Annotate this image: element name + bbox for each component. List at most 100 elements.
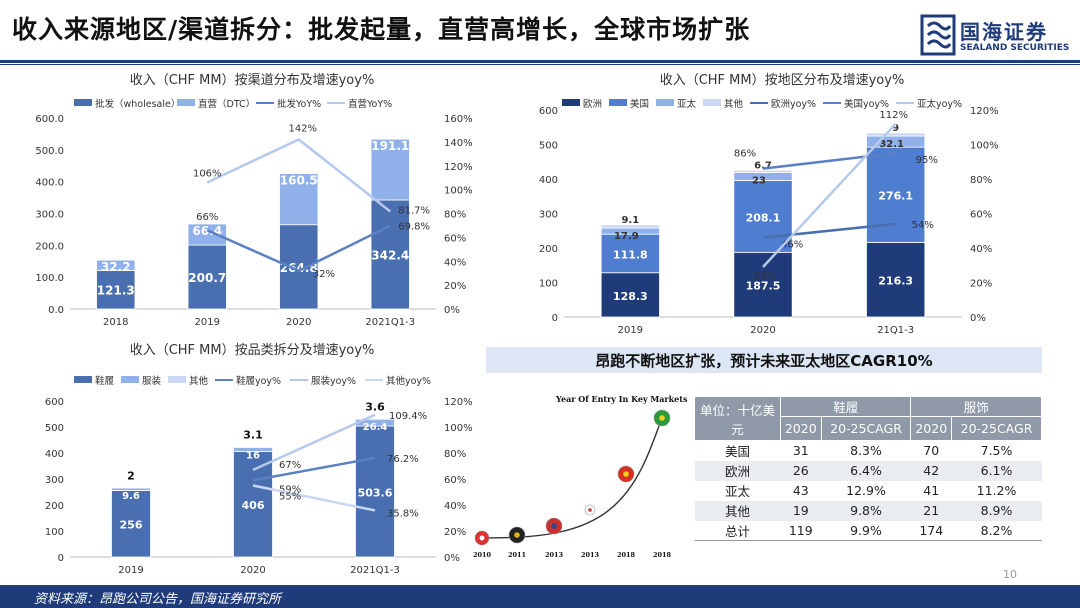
legend-label: 美国yoy% — [844, 98, 889, 110]
y2-tick-label: 60% — [444, 475, 466, 486]
table-cell: 7.5% — [980, 443, 1013, 459]
table-cell: 42 — [910, 460, 952, 481]
bar-data-label: 23 — [752, 176, 766, 187]
y-tick-label: 200 — [539, 244, 558, 255]
table-cell: 21 — [910, 500, 952, 521]
bar-data-label: 16 — [246, 450, 260, 461]
category-chart: 收入（CHF MM）按品类拆分及增速yoy% 鞋履 服装 其他 鞋履yoy% 服装yoy%… — [45, 343, 473, 576]
x-tick-label: 2020 — [750, 325, 775, 336]
bar-segment — [600, 272, 660, 318]
y2-tick-label: 160% — [444, 114, 473, 125]
x-tick-label: 2019 — [118, 565, 143, 576]
x-tick-label: 2011 — [508, 551, 526, 559]
series-line — [252, 484, 376, 512]
bar-data-label: 200.7 — [188, 271, 226, 285]
line-data-label: 109.4% — [389, 411, 427, 422]
y-tick-label: 300.0 — [35, 210, 64, 221]
table-cell-region: 美国 — [724, 444, 750, 460]
y-tick-label: 200 — [45, 501, 64, 512]
bar-data-label: 32.2 — [101, 260, 131, 274]
table-col-header: 20-25CAGR — [951, 416, 1042, 441]
y2-tick-label: 0% — [970, 313, 986, 324]
legend-label: 亚太yoy% — [917, 98, 962, 110]
table-col-header: 20-25CAGR — [820, 416, 912, 441]
y-tick-label: 400 — [539, 175, 558, 186]
china-flag-icon — [617, 465, 635, 483]
y2-tick-label: 100% — [444, 423, 473, 434]
table-cell-region: 亚太 — [724, 484, 750, 499]
legend-label: 鞋履 — [95, 375, 115, 387]
line-data-label: 95% — [916, 155, 938, 166]
y-tick-label: 100 — [539, 279, 558, 290]
y-tick-label: 0 — [552, 313, 558, 324]
y2-tick-label: 20% — [970, 279, 992, 290]
bar-data-label: 17.9 — [614, 231, 639, 242]
table-cell: 70 — [923, 443, 940, 459]
legend-swatch — [562, 99, 580, 106]
table-cell: 31 — [792, 443, 809, 459]
x-tick-label: 2020 — [240, 565, 265, 576]
line-data-label: 106% — [193, 168, 222, 179]
bar-data-label: 121.3 — [97, 284, 135, 298]
market-size-table: 单位：十亿美元 鞋履 服饰 2020 20-25CAGR 2020 20-25C… — [694, 396, 1042, 541]
footer-source: 资料来源：昂跑公司公告，国海证券研究所 — [34, 592, 282, 607]
x-tick-label: 2010 — [473, 551, 492, 559]
table-row: 总计 119 9.9% 174 8.2% — [694, 520, 1042, 541]
bar-data-label: 128.3 — [613, 290, 648, 303]
y2-tick-label: 80% — [970, 175, 992, 186]
table-cell: 11.2% — [976, 483, 1017, 498]
y-tick-label: 600 — [45, 397, 64, 408]
legend-label: 直营YoY% — [348, 98, 392, 110]
series-line — [252, 413, 376, 472]
x-tick-label: 2013 — [545, 551, 564, 559]
page-title: 收入来源地区/渠道拆分：批发起量，直营高增长，全球市场扩张 — [12, 15, 751, 44]
y2-tick-label: 140% — [444, 138, 473, 149]
table-cell: 119 — [780, 520, 822, 541]
y2-tick-label: 0% — [444, 553, 460, 564]
legend-label: 其他 — [724, 98, 744, 110]
bar-segment — [355, 425, 395, 558]
bar-data-label: 406 — [242, 499, 265, 512]
y2-tick-label: 120% — [444, 397, 473, 408]
y2-tick-label: 40% — [444, 257, 466, 268]
y2-tick-label: 80% — [444, 210, 466, 221]
market-entry-chart: 2010 2011 2013 2013 2018 2018 — [473, 409, 672, 559]
bar-segment — [187, 244, 227, 310]
bar-data-label: 264.8 — [280, 261, 318, 275]
legend-label: 其他yoy% — [386, 375, 431, 387]
line-data-label: 29% — [754, 271, 776, 282]
line-data-label: 66% — [196, 212, 218, 223]
header-rule-thin — [0, 64, 1080, 65]
table-cell: 43 — [792, 483, 809, 498]
line-data-label: 69.8% — [398, 222, 430, 233]
legend-swatch — [168, 376, 186, 383]
y-tick-label: 200.0 — [35, 241, 64, 252]
bar-data-label: 191.1 — [371, 139, 409, 153]
bar-data-label: 256 — [120, 519, 143, 532]
usa-flag-icon — [545, 517, 563, 535]
table-cell: 6.4% — [821, 460, 911, 481]
channel-chart: 收入（CHF MM）按渠道分布及增速yoy% 批发（wholesale） 直营（DT… — [35, 73, 473, 328]
table-cell: 26 — [780, 460, 822, 481]
line-data-label: 54% — [912, 220, 934, 231]
table-row: 欧洲 26 6.4% 42 6.1% — [694, 460, 1042, 481]
line-data-label: 35.8% — [387, 508, 419, 519]
x-tick-label: 21Q1-3 — [877, 325, 914, 336]
bar-segment — [600, 224, 660, 229]
y2-tick-label: 20% — [444, 281, 466, 292]
page-number: 10 — [1003, 568, 1017, 581]
table-row: 美国 31 8.3% 70 7.5% — [695, 441, 1042, 461]
table-group-header-apparel: 服饰 — [910, 396, 1042, 417]
legend-swatch — [121, 376, 139, 383]
x-tick-label: 2021Q1-3 — [350, 565, 400, 576]
x-tick-label: 2020 — [286, 317, 311, 328]
series-line — [206, 224, 391, 273]
y2-tick-label: 40% — [970, 244, 992, 255]
bar-segment — [355, 417, 395, 420]
x-tick-label: 2018 — [653, 551, 672, 559]
y2-tick-label: 40% — [444, 501, 466, 512]
y2-tick-label: 120% — [444, 162, 473, 173]
y-tick-label: 0.0 — [48, 305, 64, 316]
brazil-flag-icon — [653, 409, 671, 427]
series-line — [762, 151, 896, 170]
